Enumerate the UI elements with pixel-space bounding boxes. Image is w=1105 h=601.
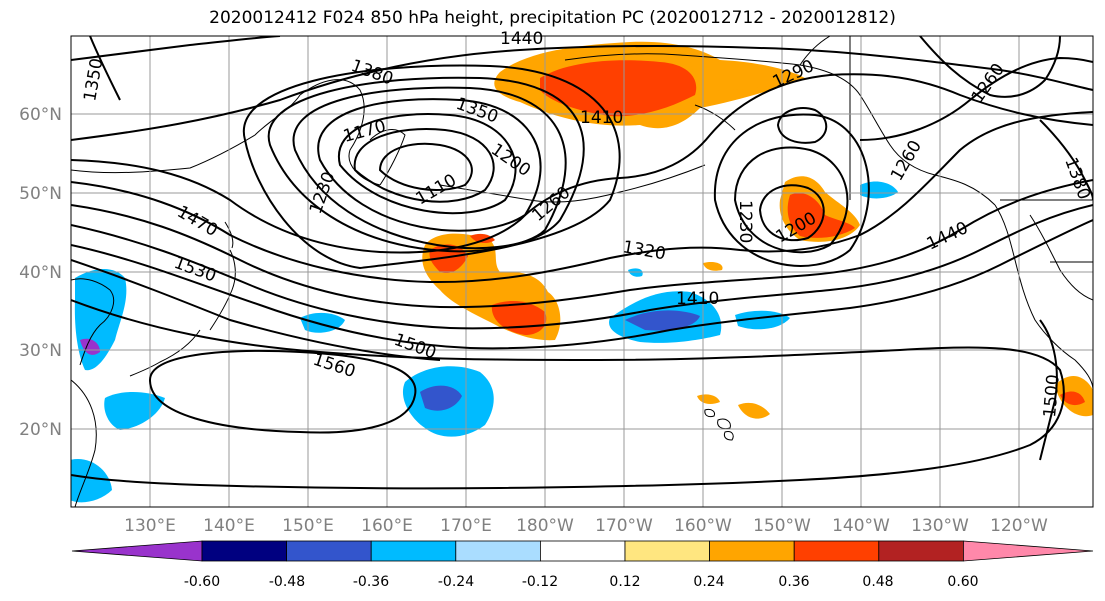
colorbar-tick-label: 0.24 (693, 574, 724, 590)
contour-label: 1410 (676, 289, 719, 309)
colorbar-tick-label: 0.36 (778, 574, 809, 590)
map-border (70, 35, 1094, 508)
colorbar-segment (71, 540, 203, 562)
colorbar-segment (455, 540, 541, 562)
contour-label: 1230 (735, 200, 755, 243)
lat-label: 60°N (19, 105, 62, 125)
lon-label: 130°E (124, 516, 176, 536)
colorbar-tick-label: -0.48 (269, 574, 305, 590)
lon-label: 130°W (911, 516, 969, 536)
colorbar-tick-label: -0.60 (184, 574, 220, 590)
colorbar-tick-label: -0.12 (522, 574, 558, 590)
contour-label: 1440 (500, 29, 543, 49)
lon-label: 150°E (282, 516, 334, 536)
colorbar-tick-label: -0.24 (438, 574, 474, 590)
lon-label: 180°W (516, 516, 574, 536)
height-contours (71, 36, 1093, 490)
lat-label: 40°N (19, 263, 62, 283)
colorbar-ticks: -0.60 -0.48 -0.36 -0.24 -0.12 0.12 0.24 … (184, 574, 979, 590)
lat-label: 50°N (19, 184, 62, 204)
lat-label: 30°N (19, 341, 62, 361)
colorbar-tick-label: 0.12 (609, 574, 640, 590)
colorbar-segment (540, 540, 626, 562)
lon-label: 170°E (440, 516, 492, 536)
colorbar-segment (370, 540, 457, 562)
lon-label: 160°W (674, 516, 732, 536)
colorbar-segment (286, 540, 372, 562)
colorbar-segment (201, 540, 287, 562)
lon-label: 160°E (361, 516, 413, 536)
map-title: 2020012412 F024 850 hPa height, precipit… (209, 8, 896, 28)
contour-label: 1500 (1040, 374, 1064, 419)
lat-label: 20°N (19, 420, 62, 440)
contour-label: 1410 (580, 108, 623, 128)
colorbar-tick-label: 0.60 (947, 574, 978, 590)
colorbar-segment (793, 540, 880, 562)
colorbar-tick-label: -0.36 (353, 574, 389, 590)
colorbar-segment (709, 540, 795, 562)
lon-label: 120°W (990, 516, 1048, 536)
colorbar-tick-label: 0.48 (862, 574, 893, 590)
colorbar (71, 540, 1094, 562)
lon-label: 140°E (203, 516, 255, 536)
lon-label: 140°W (832, 516, 890, 536)
lon-label: 170°W (595, 516, 653, 536)
colorbar-segment (878, 540, 964, 562)
colorbar-segment (624, 540, 710, 562)
colorbar-segment (963, 540, 1094, 562)
lon-label: 150°W (753, 516, 811, 536)
